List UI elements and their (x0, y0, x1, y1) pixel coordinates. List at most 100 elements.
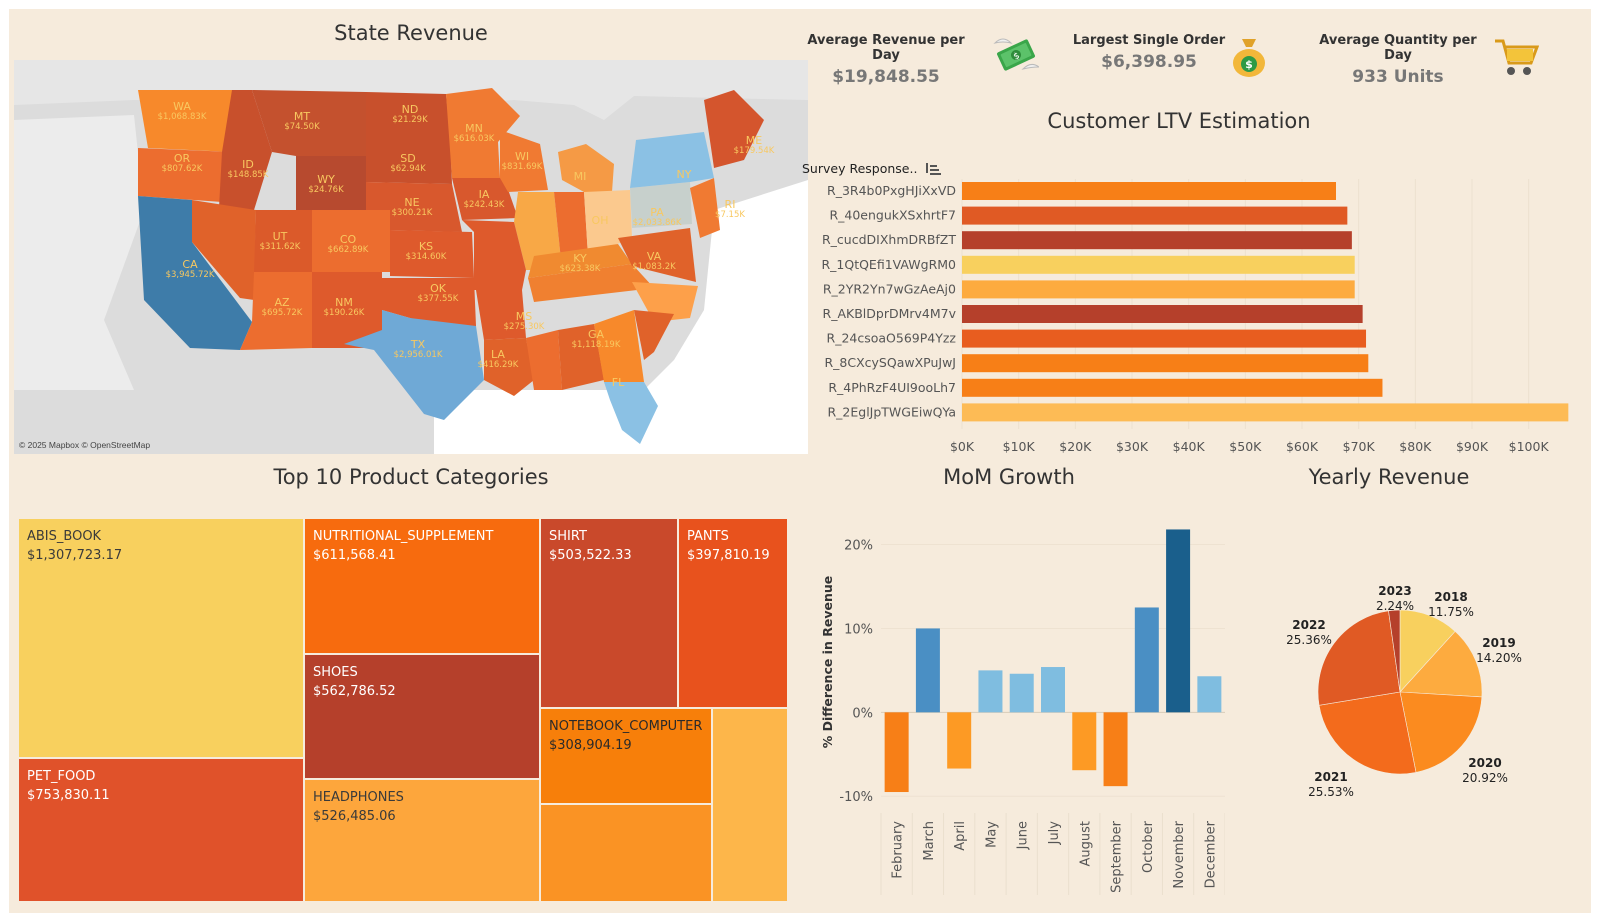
map-label-value: $616.03K (453, 134, 495, 144)
ltv-bar[interactable] (962, 378, 1383, 397)
state-ms[interactable] (526, 330, 562, 390)
pie-slice-2019[interactable] (1399, 630, 1483, 698)
ltv-category-label: R_8CXcySQawXPuJwJ (824, 355, 956, 370)
state-ar[interactable] (476, 290, 526, 340)
ltv-xtick-label: $60K (1286, 439, 1319, 454)
state-tx[interactable] (344, 310, 484, 420)
ltv-bar[interactable] (962, 182, 1336, 200)
state-wi[interactable] (500, 130, 548, 192)
mom-category-label: May (984, 821, 999, 848)
state-mt[interactable] (252, 90, 366, 156)
map-label-me: ME $179.54K (714, 135, 794, 156)
mom-bar[interactable] (1197, 676, 1222, 713)
state-wy[interactable] (296, 156, 366, 210)
treemap-cell-unlabeled-2[interactable] (712, 708, 788, 902)
state-revenue-map[interactable]: WA $1,068.83K OR $807.62K CA $3,945.72K ID $148… (14, 60, 808, 454)
treemap-cell-pants[interactable]: PANTS $397,810.19 (678, 518, 788, 708)
mom-bar[interactable] (915, 628, 940, 713)
mom-bar[interactable] (947, 712, 972, 769)
mom-bar[interactable] (1134, 607, 1159, 713)
ltv-bar[interactable] (962, 231, 1352, 250)
map-label-value: $2,956.01K (393, 350, 443, 360)
state-nd[interactable] (366, 92, 450, 134)
ltv-bar[interactable] (962, 255, 1355, 274)
map-label-value: $623.38K (559, 264, 601, 274)
state-az[interactable] (240, 272, 312, 350)
pie-slice-2021[interactable] (1318, 691, 1417, 775)
state-ia[interactable] (452, 178, 518, 220)
pie-slice-2022[interactable] (1317, 610, 1401, 706)
ltv-bar[interactable] (962, 354, 1369, 373)
state-ut[interactable] (254, 210, 312, 272)
treemap-cell-nutritional-supplement[interactable]: NUTRITIONAL_SUPPLEMENT $611,568.41 (304, 518, 540, 654)
treemap-cell-abis-book[interactable]: ABIS_BOOK $1,307,723.17 (18, 518, 304, 758)
state-wa[interactable] (138, 90, 236, 152)
treemap-cell-value: $753,830.11 (27, 788, 110, 803)
state-nj[interactable] (690, 178, 720, 238)
state-tn[interactable] (528, 264, 654, 302)
state-mn[interactable] (446, 88, 520, 178)
state-mi[interactable] (558, 144, 614, 192)
map-label-abbr: MN (465, 122, 483, 135)
map-label-wi: WI $831.69K (482, 151, 562, 172)
treemap-cell-shoes[interactable]: SHOES $562,786.52 (304, 654, 540, 779)
mom-bar[interactable] (884, 712, 909, 793)
pie-label-year: 2020 (1468, 756, 1501, 770)
mom-bar[interactable] (1009, 673, 1034, 713)
state-la[interactable] (484, 338, 534, 396)
state-ga[interactable] (594, 310, 644, 382)
mom-category-label: March (922, 821, 937, 861)
treemap-cell-notebook-computer[interactable]: NOTEBOOK_COMPUTER $308,904.19 (540, 708, 712, 804)
treemap-cell-pet-food[interactable]: PET_FOOD $753,830.11 (18, 758, 304, 902)
mom-bar[interactable] (1166, 529, 1191, 713)
state-sd[interactable] (366, 134, 452, 184)
state-pa[interactable] (630, 182, 692, 228)
state-va[interactable] (618, 228, 696, 282)
ltv-bar[interactable] (962, 280, 1355, 299)
state-ny[interactable] (630, 132, 714, 188)
state-nv[interactable] (192, 200, 256, 300)
state-or[interactable] (138, 148, 232, 202)
state-nm[interactable] (312, 272, 382, 348)
map-label-value: $662.89K (327, 245, 369, 255)
state-ne-region[interactable] (704, 90, 764, 168)
mom-bar[interactable] (1072, 712, 1097, 771)
treemap-cell-headphones[interactable]: HEADPHONES $526,485.06 (304, 779, 540, 902)
ltv-bar[interactable] (962, 206, 1348, 225)
sort-icon[interactable] (926, 163, 941, 175)
kpi-avg-quantity-label: Average Quantity per Day (1319, 33, 1477, 63)
map-label-id: ID $148.85K (208, 159, 288, 180)
map-svg[interactable] (14, 60, 808, 454)
state-ky[interactable] (528, 244, 632, 278)
pie-slice-2023[interactable] (1388, 609, 1401, 693)
state-sc[interactable] (634, 310, 674, 360)
map-label-abbr: NY (676, 168, 692, 181)
ltv-bar[interactable] (962, 305, 1363, 323)
state-mo[interactable] (462, 220, 526, 290)
mom-category-label: June (1016, 821, 1031, 850)
state-al[interactable] (558, 324, 604, 390)
ltv-bar[interactable] (962, 329, 1367, 348)
treemap-cell-shirt[interactable]: SHIRT $503,522.33 (540, 518, 678, 708)
map-label-abbr: OR (173, 152, 191, 165)
pie-slice-2020[interactable] (1399, 691, 1483, 773)
state-ca[interactable] (138, 196, 252, 350)
map-label-value: $148.85K (227, 170, 269, 180)
mom-bar[interactable] (1103, 712, 1128, 787)
mom-bar[interactable] (978, 670, 1003, 713)
state-ks[interactable] (390, 230, 474, 278)
state-ok[interactable] (382, 278, 476, 328)
state-id[interactable] (219, 90, 272, 210)
ltv-bar[interactable] (962, 403, 1569, 422)
pie-slice-2018[interactable] (1399, 609, 1456, 693)
treemap-cell-name: SHIRT (549, 529, 587, 544)
ltv-category-label: R_2YR2Yn7wGzAeAj0 (823, 281, 956, 296)
map-label-value: $377.55K (417, 294, 459, 304)
mom-bar[interactable] (1041, 667, 1065, 713)
treemap-cell-unlabeled-1[interactable] (540, 804, 712, 902)
state-co[interactable] (312, 210, 390, 272)
map-label-value: $2,033.86K (632, 218, 682, 228)
state-ne[interactable] (366, 182, 462, 232)
state-il[interactable] (514, 192, 562, 270)
state-fl[interactable] (604, 382, 658, 444)
